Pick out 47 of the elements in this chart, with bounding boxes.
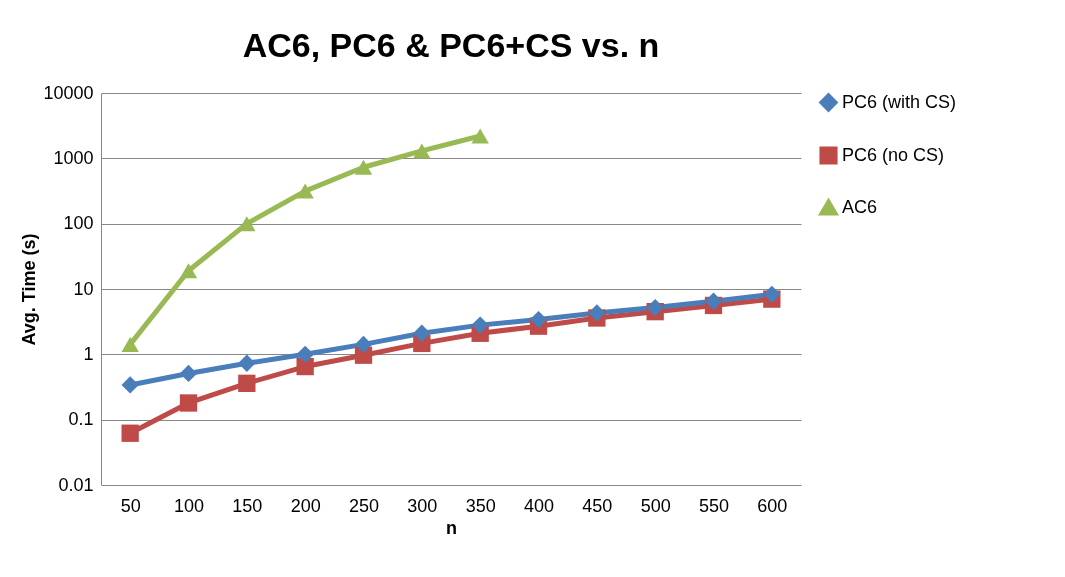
x-tick-label: 500 <box>640 495 671 516</box>
point <box>179 364 198 383</box>
y-tick-label: 10000 <box>43 82 94 103</box>
x-tick-label: 250 <box>348 495 380 516</box>
legend-label: AC6 <box>842 196 878 217</box>
point <box>471 128 489 144</box>
point <box>471 316 489 334</box>
point <box>354 335 373 354</box>
point <box>121 424 139 442</box>
x-tick-label: 450 <box>582 495 613 516</box>
point <box>529 310 548 329</box>
y-tick-label: 1 <box>83 343 94 364</box>
y-axis-title: Avg. Time (s) <box>19 233 40 346</box>
x-tick-label: 600 <box>757 495 788 516</box>
point <box>121 376 139 394</box>
point <box>704 292 723 310</box>
x-tick-label: 300 <box>407 495 438 516</box>
x-axis-title: n <box>446 517 457 538</box>
x-tick-label: 200 <box>290 495 321 516</box>
point <box>763 285 781 303</box>
y-tick-label: 0.1 <box>68 409 94 430</box>
y-tick-label: 10 <box>73 278 94 299</box>
legend-label: PC6 (no CS) <box>842 144 945 165</box>
legend-label: PC6 (with CS) <box>842 91 957 112</box>
point <box>413 324 431 342</box>
chart-title: AC6, PC6 & PC6+CS vs. n <box>242 26 660 64</box>
x-tick-label: 550 <box>698 495 730 516</box>
point <box>296 183 314 199</box>
y-tick-label: 100 <box>63 213 94 234</box>
point <box>354 159 373 175</box>
x-tick-label: 400 <box>523 495 555 516</box>
y-tick-label: 1000 <box>53 147 94 168</box>
x-tick-label: 150 <box>232 495 263 516</box>
point <box>121 336 139 352</box>
point <box>238 216 256 232</box>
point <box>179 263 198 279</box>
point <box>238 354 256 372</box>
point <box>646 298 664 317</box>
point <box>179 394 198 412</box>
x-tick-label: 100 <box>173 495 205 516</box>
point <box>238 374 256 392</box>
x-tick-label: 50 <box>120 495 141 516</box>
point <box>413 143 431 159</box>
x-tick-label: 350 <box>465 495 496 516</box>
point <box>296 345 314 363</box>
point <box>588 304 606 322</box>
y-tick-label: 0.01 <box>58 474 94 495</box>
